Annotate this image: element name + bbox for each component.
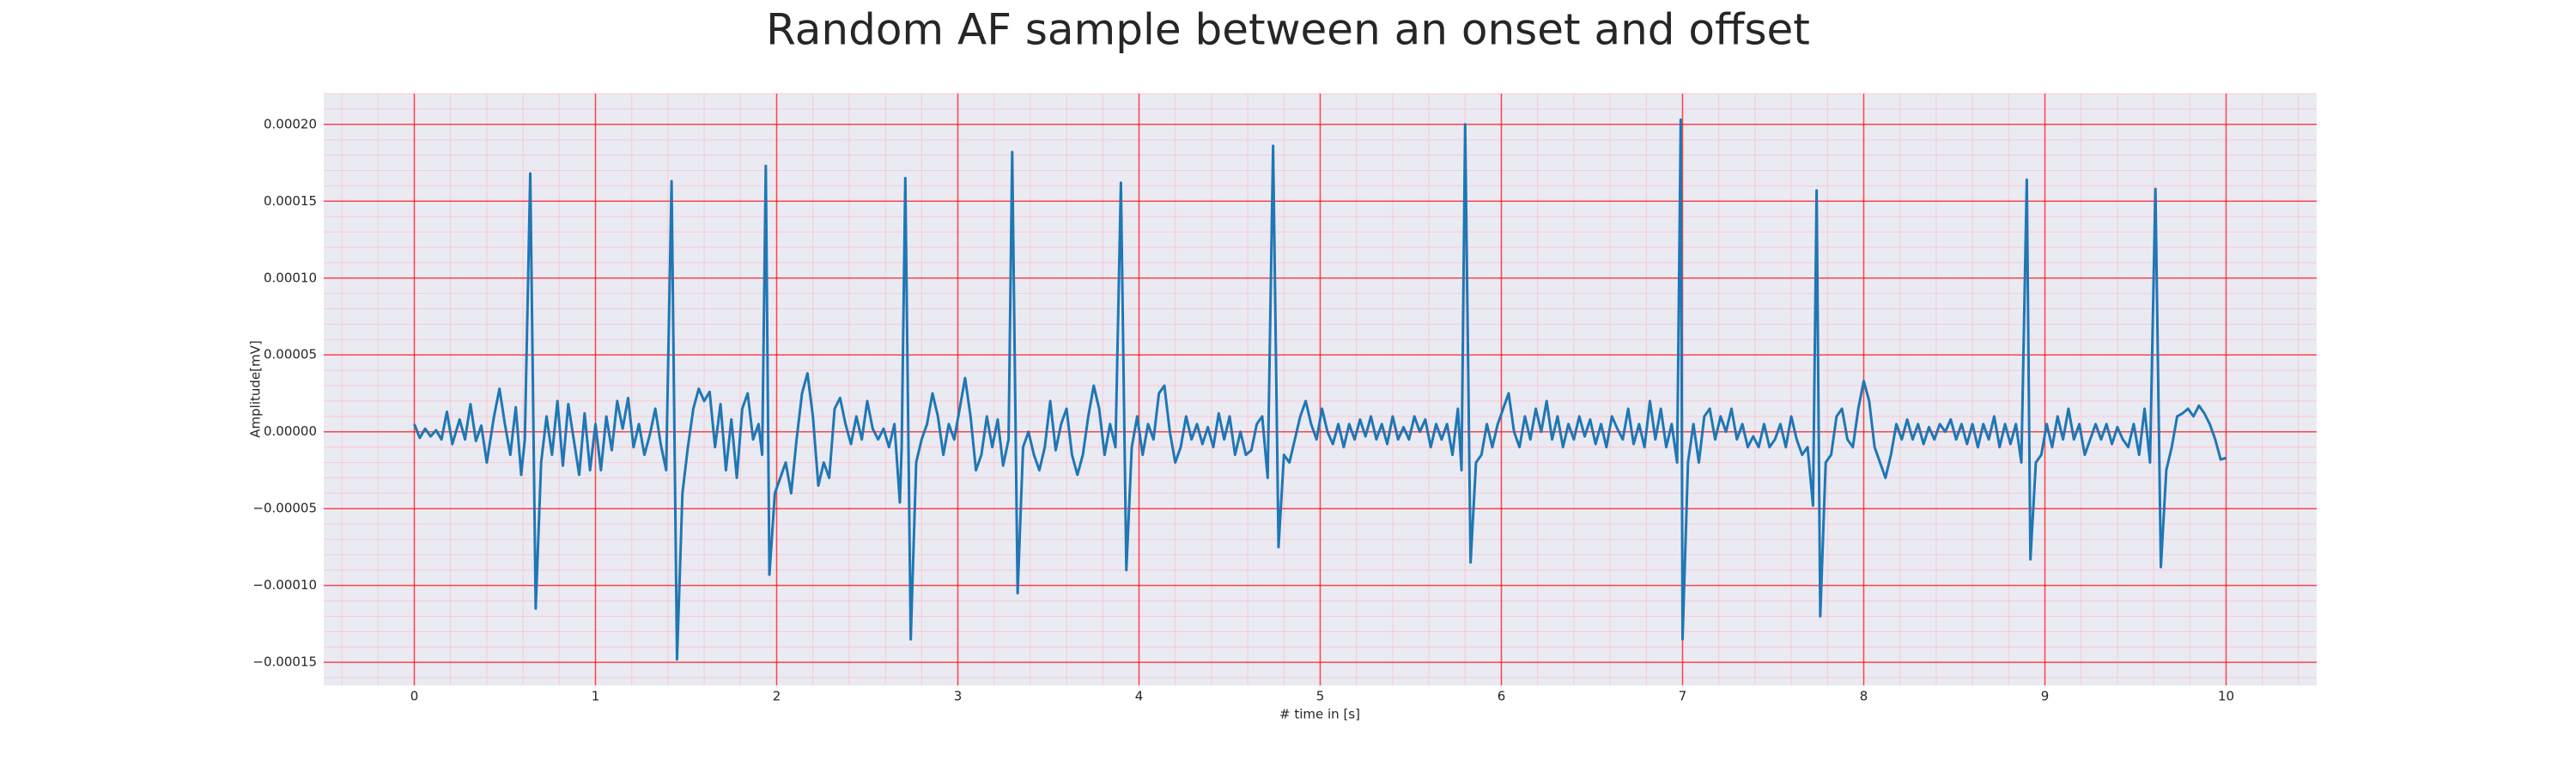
x-tick-label: 6 [1498, 689, 1506, 704]
y-tick-label: 0.00010 [264, 270, 317, 285]
x-tick-label: 3 [954, 689, 963, 704]
x-axis-label: # time in [s] [1279, 707, 1360, 722]
y-tick-label: 0.00015 [264, 193, 317, 209]
x-tick-label: 8 [1860, 689, 1868, 704]
x-tick-label: 4 [1135, 689, 1144, 704]
chart-title: Random AF sample between an onset and of… [766, 5, 1810, 55]
y-tick-label: 0.00020 [264, 116, 317, 131]
x-tick-label: 9 [2041, 689, 2050, 704]
y-axis-label: Amplitude[mV] [248, 340, 264, 437]
y-tick-label: −0.00010 [252, 577, 317, 593]
x-tick-label: 7 [1679, 689, 1687, 704]
x-tick-label: 1 [592, 689, 600, 704]
y-tick-label: 0.00000 [264, 423, 317, 439]
x-tick-label: 2 [773, 689, 781, 704]
y-tick-label: −0.00015 [252, 654, 317, 670]
y-tick-label: −0.00005 [252, 501, 317, 516]
x-tick-label: 5 [1316, 689, 1325, 704]
y-tick-label: 0.00005 [264, 347, 317, 362]
x-tick-label: 0 [410, 689, 419, 704]
signal-line [413, 118, 2227, 661]
x-tick-label: 10 [2218, 689, 2234, 704]
